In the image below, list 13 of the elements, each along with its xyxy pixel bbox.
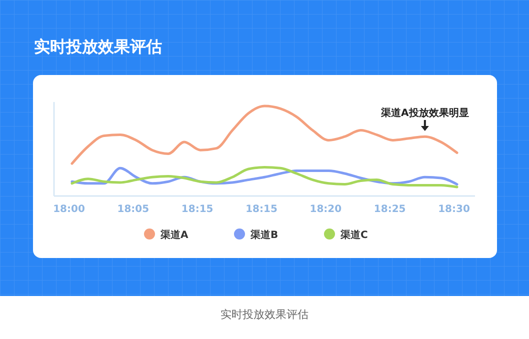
text: 实时投放效果评估 [220, 308, 308, 321]
x-tick-label: 18:15 [181, 204, 214, 215]
legend-label: 渠道C [340, 229, 368, 241]
legend-label: 渠道B [250, 229, 278, 241]
x-tick-label: 18:25 [374, 204, 406, 215]
x-tick-label: 18:30 [438, 204, 470, 215]
x-tick-label: 18:00 [53, 204, 85, 215]
annotation: 渠道A投放效果明显 [380, 107, 469, 119]
x-tick-label: 18:05 [117, 204, 150, 215]
chart-title: 实时投放效果评估 [34, 37, 162, 56]
x-tick-label: 18:20 [310, 204, 342, 215]
legend-label: 渠道A [160, 229, 188, 241]
x-tick-label: 18:15 [246, 204, 278, 215]
